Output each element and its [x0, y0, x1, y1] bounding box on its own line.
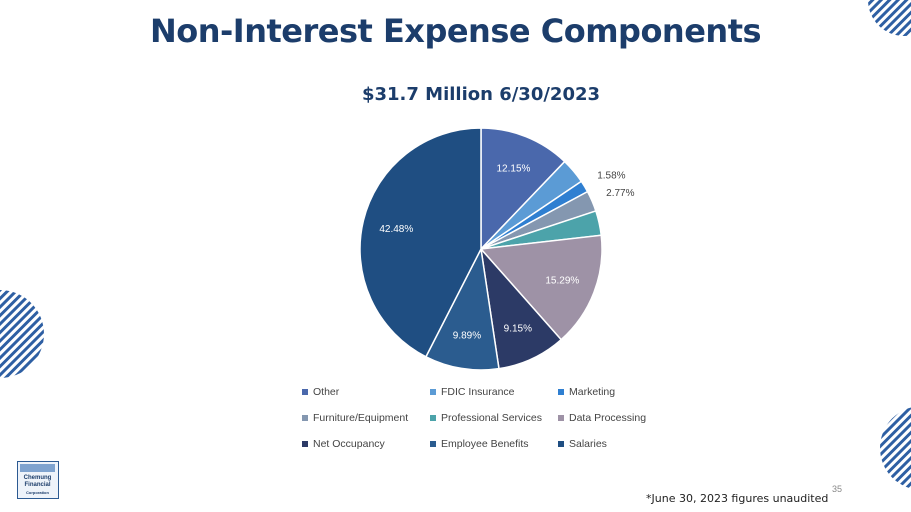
slice-data-label: 3.41% [584, 152, 612, 163]
legend-swatch [430, 441, 436, 447]
legend-label: Employee Benefits [441, 438, 529, 450]
slice-data-label: 9.15% [504, 323, 532, 334]
decor-stripes-right [880, 407, 911, 489]
legend-item: Data Processing [558, 412, 646, 424]
legend-item: FDIC Insurance [430, 386, 515, 398]
legend-item: Marketing [558, 386, 615, 398]
legend-swatch [302, 441, 308, 447]
slice-data-label: 1.58% [597, 171, 625, 182]
legend-swatch [302, 415, 308, 421]
legend-swatch [558, 389, 564, 395]
legend-label: Data Processing [569, 412, 647, 424]
pie-slice-other [480, 127, 566, 251]
pie-slice-salaries [359, 127, 482, 358]
legend-label: Professional Services [441, 412, 542, 424]
legend-label: Net Occupancy [313, 438, 385, 450]
slice-data-label: 9.89% [453, 330, 481, 341]
legend-swatch [558, 441, 564, 447]
logo-text-line: Corporation [26, 490, 49, 495]
legend-swatch [302, 389, 308, 395]
legend-item: Net Occupancy [302, 438, 385, 450]
company-logo: Chemung Financial Corporation [17, 461, 59, 499]
decor-stripes-left [0, 290, 44, 378]
legend-label: Furniture/Equipment [313, 412, 409, 424]
slice-data-label: 12.15% [496, 164, 530, 175]
legend-item: Salaries [558, 438, 607, 450]
decor-stripes-top-right [868, 0, 911, 36]
legend-swatch [430, 415, 436, 421]
legend-item: Employee Benefits [430, 438, 529, 450]
slice-data-label: 15.29% [545, 276, 579, 287]
slice-data-label: 3.28% [614, 214, 642, 225]
legend-label: Salaries [569, 438, 607, 450]
pie-slice-employee-benefits [424, 246, 500, 371]
legend-item: Furniture/Equipment [302, 412, 408, 424]
chart-title: $31.7 Million 6/30/2023 [361, 84, 601, 105]
slice-data-label: 42.48% [379, 224, 413, 235]
legend-label: Marketing [569, 386, 616, 398]
page-number: 35 [832, 484, 843, 494]
legend-item: Professional Services [430, 412, 542, 424]
logo-text-line: Financial [24, 482, 51, 488]
legend-swatch [558, 415, 564, 421]
legend-swatch [430, 389, 436, 395]
logo-text-line: Chemung [23, 475, 52, 481]
logo-roof [20, 464, 55, 472]
footnote: *June 30, 2023 figures unaudited [646, 492, 829, 505]
pie-slice-data-processing [479, 234, 603, 341]
legend-label: Other [313, 386, 340, 398]
legend-item: Other [302, 386, 339, 398]
legend-label: FDIC Insurance [441, 386, 515, 398]
slide-title: Non-Interest Expense Components [149, 12, 762, 50]
slice-data-label: 2.77% [606, 188, 634, 199]
